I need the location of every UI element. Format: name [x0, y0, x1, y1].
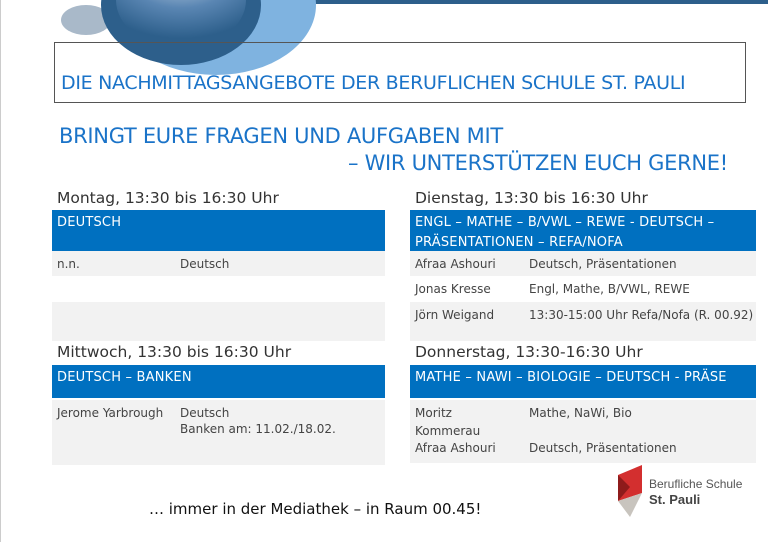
teacher-name: Afraa Ashouri	[415, 257, 496, 271]
teacher-name-cont: Kommerau	[415, 424, 481, 438]
teacher-name: Jonas Kresse	[415, 282, 491, 296]
teacher-subjects: 13:30-15:00 Uhr Refa/Nofa (R. 00.92)	[529, 308, 754, 322]
subtitle-line1: BRINGT EURE FRAGEN UND AUFGABEN MIT	[59, 124, 503, 148]
teacher-subjects: Deutsch, Präsentationen	[529, 257, 677, 271]
day-heading-tuesday: Dienstag, 13:30 bis 16:30 Uhr	[415, 189, 648, 207]
globe-graphic	[61, 0, 316, 75]
school-logo: Berufliche Schule St. Pauli	[613, 465, 763, 517]
subtitle-line2: – WIR UNTERSTÜTZEN EUCH GERNE!	[348, 151, 728, 175]
teacher-name: n.n.	[57, 257, 80, 271]
logo-mark-icon	[618, 465, 642, 517]
teacher-subjects: Deutsch, Präsentationen	[529, 441, 677, 455]
title-box	[54, 42, 746, 103]
teacher-note: Banken am: 11.02./18.02.	[180, 422, 336, 436]
table-row	[52, 276, 385, 302]
teacher-name: Jerome Yarbrough	[57, 406, 164, 420]
teacher-name: Afraa Ashouri	[415, 441, 496, 455]
logo-line2: St. Pauli	[649, 492, 701, 507]
teacher-name: Moritz	[415, 406, 452, 420]
teacher-subjects: Mathe, NaWi, Bio	[529, 406, 632, 420]
day-heading-thursday: Donnerstag, 13:30-16:30 Uhr	[415, 343, 643, 361]
table-row: Jörn Weigand 13:30-15:00 Uhr Refa/Nofa (R…	[410, 302, 756, 341]
subjects-bar-thursday: MATHE – NAWI – BIOLOGIE – DEUTSCH - PRÄS…	[410, 365, 756, 398]
table-row	[52, 302, 385, 341]
page-title: DIE NACHMITTAGSANGEBOTE DER BERUFLICHEN …	[61, 72, 686, 94]
day-heading-wednesday: Mittwoch, 13:30 bis 16:30 Uhr	[57, 343, 292, 361]
table-row: Jerome Yarbrough Deutsch Banken am: 11.02.…	[52, 400, 385, 465]
subjects-bar-tuesday: ENGL – MATHE – B/VWL – REWE - DEUTSCH – …	[410, 210, 756, 251]
subjects-bar-wednesday: DEUTSCH – BANKEN	[52, 365, 385, 398]
table-row: Moritz Kommerau Mathe, NaWi, Bio Afraa Ash…	[410, 400, 756, 463]
footer-note: … immer in der Mediathek – in Raum 00.45…	[149, 500, 482, 518]
table-row: Jonas Kresse Engl, Mathe, B/VWL, REWE	[410, 276, 756, 302]
table-row: n.n. Deutsch	[52, 251, 385, 276]
teacher-subjects: Engl, Mathe, B/VWL, REWE	[529, 282, 690, 296]
subjects-bar-monday: DEUTSCH	[52, 210, 385, 251]
top-bar	[271, 0, 768, 4]
teacher-subjects: Deutsch	[180, 257, 230, 271]
table-row: Afraa Ashouri Deutsch, Präsentationen	[410, 251, 756, 276]
logo-line1: Berufliche Schule	[649, 477, 743, 491]
teacher-subjects: Deutsch	[180, 406, 230, 420]
teacher-name: Jörn Weigand	[415, 308, 495, 322]
day-heading-monday: Montag, 13:30 bis 16:30 Uhr	[57, 189, 279, 207]
